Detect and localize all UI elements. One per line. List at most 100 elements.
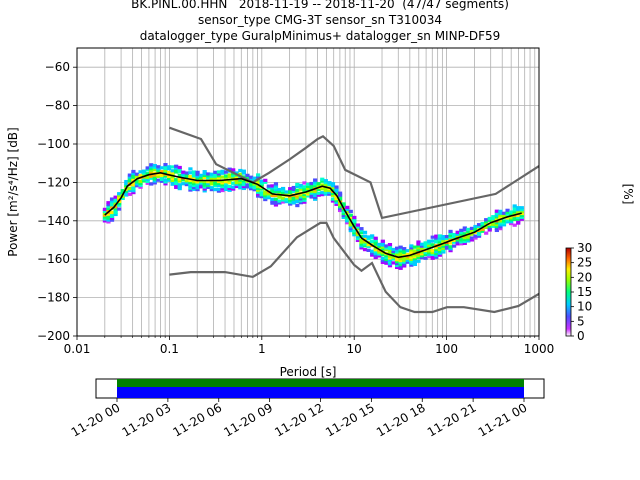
heatmap-cell	[444, 242, 450, 246]
y-tick-label: −180	[37, 291, 70, 305]
heatmap-cell	[234, 175, 239, 179]
heatmap-cell	[519, 206, 524, 210]
heatmap-cell	[437, 242, 442, 246]
heatmap-cell	[316, 193, 321, 197]
heatmap-cell	[313, 188, 318, 192]
heatmap-cell	[113, 197, 118, 201]
heatmap-cell	[448, 235, 453, 239]
heatmap-cell	[191, 172, 197, 176]
heatmap-cell	[159, 173, 165, 178]
heatmap-cell	[362, 236, 368, 240]
heatmap-cell	[330, 182, 336, 186]
heatmap-cell	[152, 167, 157, 172]
heatmap-cell	[316, 183, 321, 188]
timeline-tick-label: 11-20 21	[425, 400, 479, 439]
heatmap-cell	[288, 198, 293, 202]
heatmap-cell	[373, 253, 378, 258]
heatmap-cell	[491, 217, 496, 221]
heatmap-cell	[280, 192, 286, 196]
heatmap-cell	[177, 169, 182, 173]
colorbar-tick-label: 25	[577, 256, 592, 270]
heatmap-cell	[202, 187, 207, 191]
heatmap-cell	[380, 253, 385, 257]
heatmap-cell	[387, 246, 393, 251]
heatmap-cell	[106, 203, 111, 207]
heatmap-cell	[419, 248, 425, 252]
heatmap-cell	[149, 182, 154, 186]
heatmap-cell	[434, 255, 439, 259]
heatmap-cell	[505, 210, 510, 214]
heatmap-cell	[359, 234, 364, 238]
heatmap-cell	[191, 187, 197, 191]
heatmap-cell	[341, 213, 346, 218]
heatmap-cell	[373, 244, 378, 248]
heatmap-cell	[309, 195, 314, 199]
heatmap-cell	[263, 178, 268, 182]
heatmap-cell	[177, 187, 182, 191]
heatmap-cell	[316, 182, 321, 186]
heatmap-cell	[387, 254, 393, 258]
heatmap-cell	[202, 189, 207, 193]
heatmap-cell	[202, 181, 207, 185]
heatmap-cell	[380, 239, 385, 243]
heatmap-cell	[348, 213, 353, 217]
heatmap-cell	[199, 185, 204, 189]
heatmap-cell	[313, 197, 318, 201]
heatmap-cell	[387, 242, 393, 247]
heatmap-cell	[259, 179, 264, 183]
heatmap-cell	[227, 167, 232, 171]
heatmap-cell	[191, 180, 197, 184]
heatmap-cell	[302, 185, 307, 189]
heatmap-cell	[441, 246, 446, 250]
heatmap-cell	[248, 175, 254, 179]
y-tick-label: −80	[45, 99, 70, 113]
heatmap-cell	[305, 182, 311, 187]
heatmap-cell	[370, 249, 375, 253]
heatmap-cell	[419, 252, 425, 256]
heatmap-cell	[348, 229, 353, 233]
heatmap-cell	[124, 181, 129, 186]
heatmap-cell	[102, 217, 108, 221]
heatmap-cell	[216, 189, 222, 193]
y-tick-label: −160	[37, 252, 70, 266]
heatmap-cell	[377, 244, 382, 248]
heatmap-cell	[473, 236, 478, 240]
heatmap-cell	[174, 178, 179, 182]
heatmap-cell	[323, 190, 328, 194]
heatmap-cell	[476, 230, 482, 234]
heatmap-cell	[341, 211, 346, 216]
heatmap-cell	[352, 221, 357, 225]
heatmap-cell	[195, 170, 200, 174]
heatmap-cell	[131, 191, 136, 195]
heatmap-cell	[109, 199, 115, 203]
heatmap-cell	[156, 169, 161, 173]
heatmap-cell	[377, 254, 382, 258]
heatmap-cell	[195, 188, 200, 192]
heatmap-cell	[437, 251, 442, 255]
heatmap-cell	[434, 247, 439, 252]
heatmap-cell	[302, 187, 307, 191]
heatmap-cell	[459, 236, 464, 240]
heatmap-cell	[419, 250, 425, 254]
heatmap-cell	[163, 163, 168, 167]
heatmap-cell	[191, 170, 197, 174]
heatmap-cell	[127, 177, 132, 181]
heatmap-cell	[345, 217, 350, 221]
timeline-coverage-bar	[117, 379, 524, 387]
heatmap-cell	[284, 198, 289, 202]
heatmap-cell	[484, 218, 489, 222]
heatmap-cell	[124, 183, 129, 188]
colorbar-tick-label: 10	[577, 300, 592, 314]
heatmap-cell	[206, 181, 211, 186]
heatmap-cell	[163, 178, 168, 182]
heatmap-cell	[384, 253, 389, 258]
heatmap-cell	[256, 173, 261, 177]
heatmap-cell	[202, 175, 207, 180]
heatmap-cell	[206, 176, 211, 180]
heatmap-cell	[387, 262, 393, 266]
heatmap-cell	[170, 173, 175, 177]
heatmap-cell	[459, 232, 464, 236]
heatmap-cell	[134, 182, 140, 186]
heatmap-cell	[117, 194, 122, 198]
